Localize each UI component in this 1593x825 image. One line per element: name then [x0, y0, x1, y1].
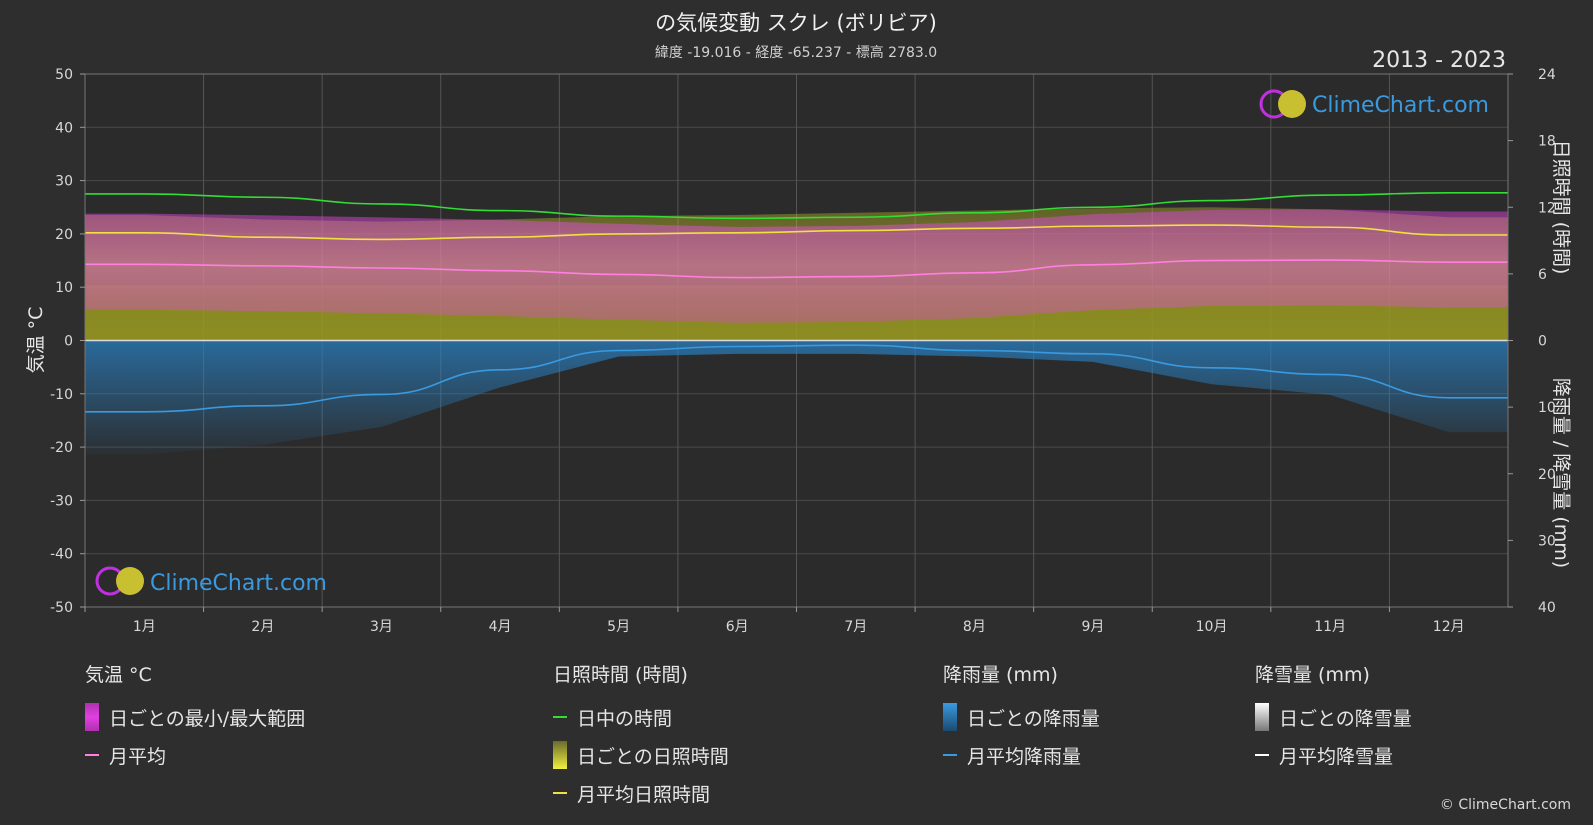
legend-temperature: 気温 °C 日ごとの最小/最大範囲 月平均 [85, 660, 305, 774]
x-tick-label: 11月 [1314, 619, 1346, 635]
right-top-tick-label: 6 [1538, 267, 1547, 283]
legend-item-daylight: 日中の時間 [553, 698, 729, 736]
legend-item-temp-avg: 月平均 [85, 736, 305, 774]
legend-label: 日中の時間 [577, 707, 673, 730]
legend-rain-title: 降雨量 (mm) [943, 664, 1058, 686]
legend-item-temp-range: 日ごとの最小/最大範囲 [85, 698, 305, 736]
rain-avg-swatch [943, 754, 957, 756]
left-tick-label: 50 [55, 67, 73, 83]
right-bottom-tick-label: 30 [1538, 533, 1556, 549]
left-tick-label: -40 [50, 547, 73, 563]
legend-snow-title: 降雪量 (mm) [1255, 664, 1370, 686]
legend-label: 日ごとの最小/最大範囲 [109, 707, 306, 730]
left-tick-label: -10 [50, 387, 73, 403]
x-axis: 1月 2月 3月 4月 5月 6月 7月 8月 9月 10月 11月 12月 [84, 607, 1465, 635]
left-tick-label: -20 [50, 440, 73, 456]
legend-label: 月平均 [109, 745, 167, 768]
series-lines [85, 192, 1508, 413]
legend-sunshine: 日照時間 (時間) 日中の時間 日ごとの日照時間 月平均日照時間 [553, 660, 729, 812]
x-tick-label: 2月 [251, 619, 274, 635]
left-tick-label: 0 [64, 334, 73, 350]
left-tick-label: 30 [55, 174, 73, 190]
legend-label: 日ごとの日照時間 [577, 745, 729, 768]
legend: 気温 °C 日ごとの最小/最大範囲 月平均 日照時間 (時間) 日中の時間 日ご… [0, 660, 1593, 810]
daylight-swatch [553, 716, 567, 718]
x-tick-label: 6月 [726, 619, 749, 635]
legend-label: 月平均日照時間 [577, 783, 711, 806]
right-top-tick-label: 18 [1538, 134, 1556, 150]
x-tick-label: 10月 [1196, 619, 1228, 635]
series-line [85, 344, 1508, 413]
legend-label: 月平均降雪量 [1279, 745, 1394, 768]
right-axis: 24 18 12 6 0 10 20 30 40 [1508, 67, 1556, 616]
watermark-text-top: ClimeChart.com [1312, 93, 1489, 118]
x-tick-label: 3月 [370, 619, 393, 635]
x-tick-label: 5月 [607, 619, 630, 635]
series-line [85, 259, 1508, 279]
x-tick-label: 4月 [489, 619, 512, 635]
snow-avg-swatch [1255, 754, 1269, 756]
chart-subtitle: 緯度 -19.016 - 経度 -65.237 - 標高 2783.0 [655, 44, 937, 61]
legend-item-rain-daily: 日ごとの降雨量 [943, 698, 1100, 736]
legend-label: 月平均降雨量 [967, 745, 1082, 768]
left-tick-label: 10 [55, 280, 73, 296]
period-label: 2013 - 2023 [1372, 48, 1506, 73]
legend-label: 日ごとの降雪量 [1279, 707, 1412, 730]
right-bottom-tick-label: 40 [1538, 600, 1556, 616]
right-bottom-tick-label: 10 [1538, 400, 1556, 416]
logo-sun-icon [116, 567, 144, 595]
legend-item-sunshine-avg: 月平均日照時間 [553, 774, 729, 812]
plot-area [84, 73, 1509, 608]
left-tick-label: -50 [50, 600, 73, 616]
x-tick-label: 1月 [133, 619, 156, 635]
legend-item-snow-avg: 月平均降雪量 [1255, 736, 1412, 774]
legend-snow: 降雪量 (mm) 日ごとの降雪量 月平均降雪量 [1255, 660, 1412, 774]
x-tick-label: 12月 [1433, 619, 1465, 635]
legend-item-sunshine-daily: 日ごとの日照時間 [553, 736, 729, 774]
temp-range-swatch [85, 703, 99, 731]
series-line [85, 224, 1508, 241]
right-top-tick-label: 0 [1538, 334, 1547, 350]
x-tick-label: 7月 [844, 619, 867, 635]
x-tick-label: 9月 [1081, 619, 1104, 635]
legend-item-rain-avg: 月平均降雨量 [943, 736, 1100, 774]
right-axis-label-bottom: 降雨量 / 降雪量 (mm) [1550, 378, 1572, 568]
legend-sunshine-title: 日照時間 (時間) [553, 664, 688, 686]
snow-daily-swatch [1255, 703, 1269, 731]
left-axis-label: 気温 °C [25, 307, 47, 374]
watermark-text-bottom: ClimeChart.com [150, 571, 327, 596]
chart-title: の気候変動 スクレ (ボリビア) [655, 11, 937, 35]
temp-avg-swatch [85, 754, 99, 756]
left-axis: 50 40 30 20 10 0 -10 -20 -30 -40 -50 [50, 67, 85, 616]
legend-rain: 降雨量 (mm) 日ごとの降雨量 月平均降雨量 [943, 660, 1100, 774]
right-top-tick-label: 12 [1538, 200, 1556, 216]
right-top-tick-label: 24 [1538, 67, 1556, 83]
right-bottom-tick-label: 20 [1538, 467, 1556, 483]
left-tick-label: -30 [50, 493, 73, 509]
watermark-logo-bottom: ClimeChart.com [95, 566, 327, 596]
legend-item-snow-daily: 日ごとの降雪量 [1255, 698, 1412, 736]
left-tick-label: 40 [55, 120, 73, 136]
watermark-logo-top: ClimeChart.com [1259, 89, 1489, 119]
left-tick-label: 20 [55, 227, 73, 243]
legend-label: 日ごとの降雨量 [967, 707, 1100, 730]
logo-sun-icon [1278, 90, 1306, 118]
series-line [85, 192, 1508, 220]
rain-daily-band [85, 340, 1508, 455]
copyright: © ClimeChart.com [1439, 797, 1571, 813]
sunshine-daily-swatch [553, 741, 567, 769]
legend-temperature-title: 気温 °C [85, 664, 152, 686]
x-tick-label: 8月 [963, 619, 986, 635]
sunshine-avg-swatch [553, 792, 567, 794]
rain-daily-swatch [943, 703, 957, 731]
right-axis-label-top: 日照時間 (時間) [1550, 140, 1572, 275]
